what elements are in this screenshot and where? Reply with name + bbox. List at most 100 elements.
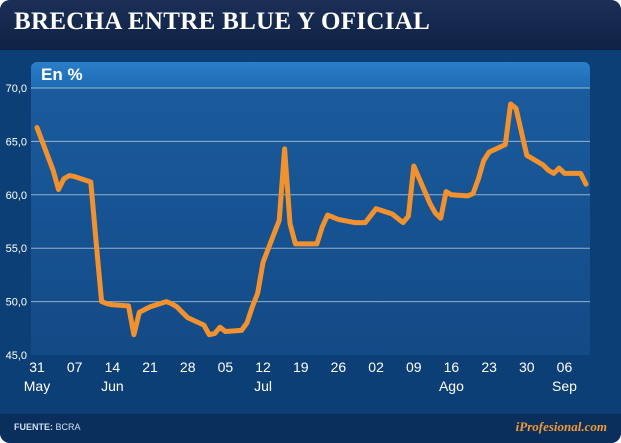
x-tick-label: 21 <box>142 359 158 375</box>
subtitle-bar: En % <box>31 62 590 88</box>
data-point <box>293 242 297 246</box>
data-point <box>100 300 104 304</box>
series <box>34 101 589 338</box>
x-tick-label: 06 <box>557 359 573 375</box>
source-label: FUENTE: <box>14 422 53 432</box>
data-point <box>213 332 217 336</box>
data-point <box>374 207 378 211</box>
data-point <box>557 166 561 170</box>
data-point <box>57 188 61 192</box>
x-tick-label: 19 <box>293 359 309 375</box>
source-value: BCRA <box>55 422 81 432</box>
data-point <box>503 143 507 147</box>
data-point <box>164 300 168 304</box>
x-month-label: May <box>24 378 50 394</box>
data-point <box>67 174 71 178</box>
data-point <box>261 260 265 264</box>
x-tick-label: 07 <box>67 359 83 375</box>
data-point <box>94 241 98 245</box>
y-axis: 45,0 50,0 55,0 60,0 65,0 70,0 <box>6 83 27 362</box>
chart-subtitle: En % <box>41 65 83 84</box>
data-point <box>396 216 400 220</box>
data-point <box>514 106 518 110</box>
data-point <box>471 192 475 196</box>
data-point <box>277 218 281 222</box>
series-line <box>34 101 589 338</box>
data-point <box>363 221 367 225</box>
data-point <box>186 316 190 320</box>
data-point <box>175 305 179 309</box>
data-point <box>412 164 416 168</box>
source-note: FUENTE: BCRA <box>14 422 81 432</box>
data-point <box>35 126 39 130</box>
x-axis: 31 07 14 21 28 05 12 19 26 02 09 16 23 30 06 May Jun Jul A… <box>24 359 577 394</box>
data-point <box>336 217 340 221</box>
title-bar: BRECHA ENTRE BLUE Y OFICIAL <box>0 0 621 50</box>
data-point <box>132 333 136 337</box>
data-point <box>250 305 254 309</box>
x-tick-label: 30 <box>519 359 535 375</box>
data-point <box>320 225 324 229</box>
data-point <box>466 194 470 198</box>
chart-title: BRECHA ENTRE BLUE Y OFICIAL <box>14 8 431 35</box>
plot-area <box>31 88 590 355</box>
y-tick-label: 65,0 <box>6 136 27 148</box>
data-point <box>170 302 174 306</box>
x-tick-label: 02 <box>368 359 384 375</box>
data-point <box>245 321 249 325</box>
data-point <box>288 222 292 226</box>
data-point <box>326 213 330 217</box>
x-month-label: Sep <box>552 378 577 394</box>
data-point <box>546 168 550 172</box>
data-point <box>428 201 432 205</box>
data-point <box>579 171 583 175</box>
data-point <box>353 221 357 225</box>
x-tick-label: 12 <box>255 359 271 375</box>
data-point <box>89 180 93 184</box>
grid-lines <box>31 87 590 303</box>
line-chart: 45,0 50,0 55,0 60,0 65,0 70,0 31 07 14 21 28 05 12 1… <box>6 83 590 394</box>
data-point <box>105 302 109 306</box>
data-point <box>563 171 567 175</box>
data-point <box>223 330 227 334</box>
data-point <box>180 310 184 314</box>
data-point <box>62 177 66 181</box>
x-month-label: Ago <box>439 378 464 394</box>
x-tick-label: 31 <box>29 359 45 375</box>
x-tick-label: 16 <box>444 359 460 375</box>
x-tick-label: 26 <box>331 359 347 375</box>
x-month-label: Jun <box>101 378 124 394</box>
data-point <box>283 147 287 151</box>
x-tick-label: 14 <box>105 359 121 375</box>
data-point <box>207 333 211 337</box>
data-point <box>51 168 55 172</box>
data-point <box>202 323 206 327</box>
data-point <box>541 163 545 167</box>
data-point <box>476 177 480 181</box>
x-tick-label: 05 <box>218 359 234 375</box>
data-point <box>444 190 448 194</box>
data-point <box>110 303 114 307</box>
data-point <box>406 214 410 218</box>
data-point <box>256 291 260 295</box>
data-point <box>482 159 486 163</box>
data-point <box>148 305 152 309</box>
y-tick-label: 50,0 <box>6 297 27 309</box>
data-point <box>449 193 453 197</box>
data-point <box>390 212 394 216</box>
data-point <box>137 310 141 314</box>
data-point <box>299 242 303 246</box>
data-point <box>218 325 222 329</box>
x-tick-label: 09 <box>406 359 422 375</box>
data-point <box>509 102 513 106</box>
footer: FUENTE: BCRA iProfesional.com <box>0 414 621 443</box>
x-tick-label: 28 <box>180 359 196 375</box>
data-point <box>240 328 244 332</box>
data-point <box>73 175 77 179</box>
y-tick-label: 70,0 <box>6 83 27 95</box>
data-point <box>525 153 529 157</box>
data-point <box>433 211 437 215</box>
data-point <box>487 150 491 154</box>
data-point <box>401 221 405 225</box>
